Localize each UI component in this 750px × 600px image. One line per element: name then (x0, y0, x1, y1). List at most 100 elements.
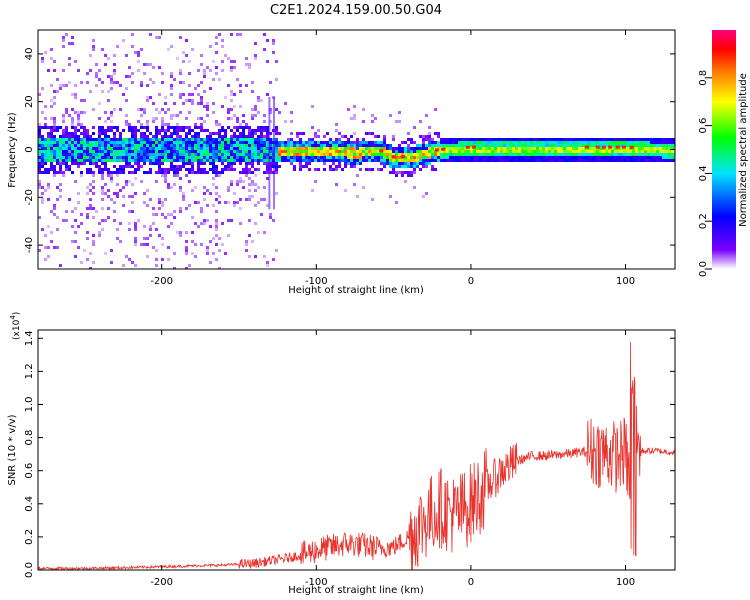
heatmap-cell (95, 159, 98, 162)
heatmap-cell (218, 171, 221, 174)
heatmap-cell (92, 243, 95, 246)
heatmap-cell (125, 54, 128, 57)
heatmap-cell (425, 153, 428, 156)
heatmap-cell (335, 129, 338, 132)
heatmap-cell (227, 126, 230, 129)
heatmap-cell (296, 150, 299, 153)
heatmap-cell (185, 54, 188, 57)
heatmap-cell (665, 147, 668, 150)
heatmap-cell (305, 144, 308, 147)
heatmap-cell (218, 195, 221, 198)
heatmap-hotspot (584, 145, 589, 149)
heatmap-cell (86, 156, 89, 159)
heatmap-cell (212, 141, 215, 144)
heatmap-cell (374, 141, 377, 144)
heatmap-cell (434, 156, 437, 159)
heatmap-cell (101, 129, 104, 132)
heatmap-cell (101, 81, 104, 84)
heatmap-cell (473, 150, 476, 153)
heatmap-cell (311, 105, 314, 108)
heatmap-cell (107, 138, 110, 141)
heatmap-cell (287, 159, 290, 162)
heatmap-cell (449, 156, 452, 159)
heatmap-cell (566, 141, 569, 144)
heatmap-cell (107, 135, 110, 138)
heatmap-cell (353, 141, 356, 144)
heatmap-cell (230, 165, 233, 168)
heatmap-cell (146, 141, 149, 144)
heatmap-cell (209, 147, 212, 150)
heatmap-cell (176, 123, 179, 126)
heatmap-cell (86, 192, 89, 195)
heatmap-cell (326, 147, 329, 150)
heatmap-cell (221, 171, 224, 174)
heatmap-cell (269, 153, 272, 156)
heatmap-cell (620, 159, 623, 162)
heatmap-cell (44, 159, 47, 162)
heatmap-cell (227, 108, 230, 111)
heatmap-x-axis-label: Height of straight line (km) (288, 285, 424, 296)
heatmap-cell (464, 144, 467, 147)
heatmap-cell (251, 180, 254, 183)
heatmap-cell (89, 69, 92, 72)
heatmap-cell (74, 162, 77, 165)
heatmap-cell (503, 159, 506, 162)
heatmap-cell (371, 168, 374, 171)
heatmap-cell (170, 147, 173, 150)
heatmap-cell (155, 264, 158, 267)
heatmap-cell (455, 150, 458, 153)
heatmap-cell (182, 144, 185, 147)
heatmap-cell (236, 153, 239, 156)
heatmap-cell (80, 156, 83, 159)
heatmap-cell (632, 138, 635, 141)
heatmap-cell (206, 153, 209, 156)
heatmap-cell (164, 135, 167, 138)
heatmap-cell (107, 99, 110, 102)
heatmap-cell (104, 54, 107, 57)
heatmap-cell (212, 177, 215, 180)
heatmap-cell (242, 168, 245, 171)
heatmap-cell (74, 240, 77, 243)
heatmap-cell (611, 138, 614, 141)
heatmap-streak (268, 96, 271, 210)
heatmap-cell (110, 147, 113, 150)
heatmap-cell (122, 168, 125, 171)
heatmap-cell (287, 150, 290, 153)
heatmap-cell (545, 150, 548, 153)
heatmap-cell (128, 162, 131, 165)
heatmap-cell (446, 153, 449, 156)
heatmap-cell (149, 228, 152, 231)
heatmap-cell (53, 159, 56, 162)
heatmap-cell (311, 150, 314, 153)
heatmap-cell (623, 138, 626, 141)
heatmap-cell (605, 153, 608, 156)
heatmap-cell (125, 123, 128, 126)
heatmap-cell (224, 159, 227, 162)
heatmap-cell (260, 135, 263, 138)
heatmap-cell (395, 150, 398, 153)
heatmap-cell (53, 246, 56, 249)
heatmap-cell (371, 147, 374, 150)
heatmap-cell (62, 132, 65, 135)
heatmap-cell (56, 144, 59, 147)
heatmap-cell (476, 141, 479, 144)
heatmap-cell (377, 156, 380, 159)
heatmap-cell (164, 144, 167, 147)
heatmap-cell (77, 159, 80, 162)
heatmap-cell (80, 123, 83, 126)
heatmap-cell (542, 159, 545, 162)
heatmap-cell (245, 123, 248, 126)
heatmap-cell (227, 219, 230, 222)
heatmap-cell (245, 126, 248, 129)
heatmap-cell (221, 222, 224, 225)
heatmap-cell (647, 156, 650, 159)
heatmap-cell (170, 45, 173, 48)
heatmap-cell (203, 171, 206, 174)
heatmap-cell (206, 114, 209, 117)
heatmap-cell (92, 180, 95, 183)
heatmap-cell (65, 147, 68, 150)
heatmap-cell (257, 162, 260, 165)
heatmap-cell (659, 144, 662, 147)
heatmap-cell (110, 129, 113, 132)
heatmap-hotspot (615, 145, 620, 149)
